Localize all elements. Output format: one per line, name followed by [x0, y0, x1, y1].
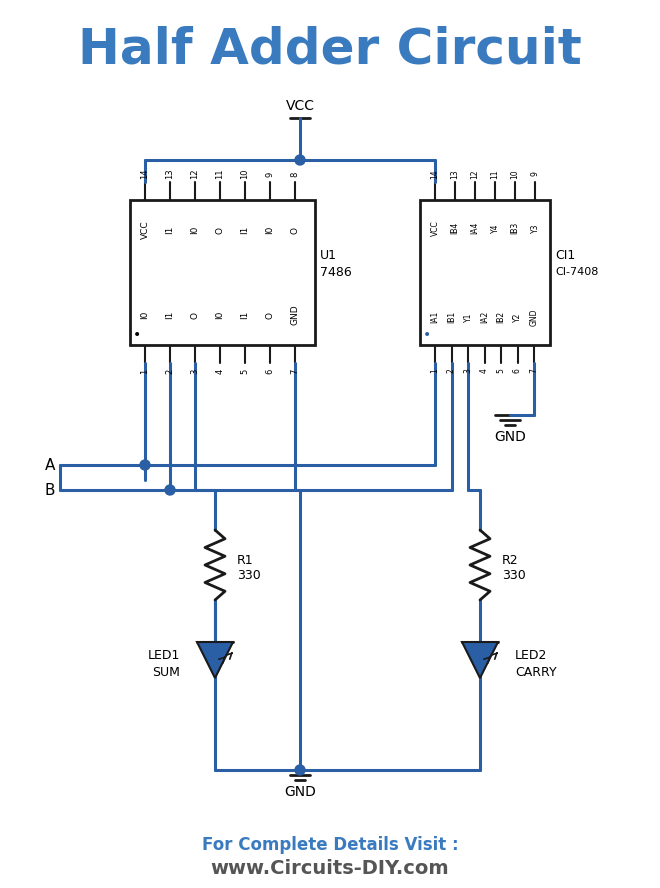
Text: I1: I1 — [240, 311, 249, 319]
Text: Y3: Y3 — [531, 223, 539, 233]
Text: SUM: SUM — [152, 665, 180, 678]
Text: VCC: VCC — [430, 220, 440, 236]
Text: 11: 11 — [216, 169, 224, 179]
Text: 6: 6 — [513, 369, 522, 374]
Circle shape — [295, 155, 305, 165]
Text: I0: I0 — [191, 226, 199, 234]
Text: 9: 9 — [531, 171, 539, 177]
Text: LED1: LED1 — [148, 648, 180, 662]
Circle shape — [295, 765, 305, 775]
Text: I0: I0 — [265, 226, 275, 234]
Text: I1: I1 — [166, 226, 174, 234]
Text: 5: 5 — [496, 369, 506, 374]
Text: A: A — [45, 457, 55, 472]
Text: Half Adder Circuit: Half Adder Circuit — [78, 26, 582, 74]
Text: 330: 330 — [237, 568, 261, 582]
Text: CI1: CI1 — [555, 249, 576, 261]
Bar — [130, 200, 315, 345]
Polygon shape — [462, 642, 498, 678]
Text: I0: I0 — [216, 311, 224, 319]
Bar — [420, 200, 550, 345]
Text: 1: 1 — [430, 369, 440, 373]
Text: Y2: Y2 — [513, 313, 522, 321]
Circle shape — [140, 460, 150, 470]
Text: 12: 12 — [471, 170, 480, 178]
Text: O: O — [290, 226, 300, 234]
Text: •: • — [423, 328, 431, 342]
Text: 10: 10 — [240, 169, 249, 179]
Text: R2: R2 — [502, 553, 519, 567]
Text: 330: 330 — [502, 568, 526, 582]
Text: B: B — [44, 482, 55, 497]
Text: VCC: VCC — [286, 99, 315, 113]
Text: 7486: 7486 — [320, 266, 352, 279]
Text: GND: GND — [494, 430, 526, 444]
Text: 8: 8 — [290, 171, 300, 177]
Text: 13: 13 — [166, 169, 174, 179]
Text: CARRY: CARRY — [515, 665, 556, 678]
Text: 6: 6 — [265, 369, 275, 374]
Text: U1: U1 — [320, 249, 337, 261]
Text: O: O — [191, 312, 199, 319]
Text: I1: I1 — [166, 311, 174, 319]
Text: R1: R1 — [237, 553, 253, 567]
Text: 13: 13 — [451, 170, 459, 178]
Text: I0: I0 — [141, 311, 150, 319]
Text: IA4: IA4 — [471, 222, 480, 234]
Text: IB2: IB2 — [496, 311, 506, 323]
Text: O: O — [265, 312, 275, 319]
Text: CI-7408: CI-7408 — [555, 267, 599, 277]
Text: www.Circuits-DIY.com: www.Circuits-DIY.com — [211, 859, 449, 877]
Text: For Complete Details Visit :: For Complete Details Visit : — [202, 836, 458, 854]
Text: 2: 2 — [166, 369, 174, 374]
Text: 14: 14 — [430, 170, 440, 178]
Text: LED2: LED2 — [515, 648, 547, 662]
Text: 12: 12 — [191, 169, 199, 179]
Text: IB4: IB4 — [451, 222, 459, 234]
Text: IA1: IA1 — [430, 311, 440, 323]
Text: •: • — [133, 328, 141, 342]
Circle shape — [165, 485, 175, 495]
Text: 7: 7 — [290, 369, 300, 374]
Text: 3: 3 — [191, 369, 199, 374]
Text: IB1: IB1 — [447, 311, 456, 323]
Text: IA2: IA2 — [480, 311, 489, 323]
Text: GND: GND — [284, 785, 316, 799]
Text: I1: I1 — [240, 226, 249, 234]
Text: O: O — [216, 226, 224, 234]
Text: Y1: Y1 — [463, 313, 473, 321]
Text: 4: 4 — [480, 369, 489, 374]
Text: 2: 2 — [447, 369, 456, 373]
Text: GND: GND — [290, 305, 300, 325]
Text: VCC: VCC — [141, 221, 150, 239]
Text: 5: 5 — [240, 369, 249, 374]
Text: 4: 4 — [216, 369, 224, 374]
Text: 9: 9 — [265, 171, 275, 177]
Text: 11: 11 — [490, 170, 500, 178]
Text: GND: GND — [529, 308, 539, 326]
Polygon shape — [197, 642, 233, 678]
Text: 3: 3 — [463, 369, 473, 374]
Text: 7: 7 — [529, 369, 539, 374]
Text: IB3: IB3 — [510, 222, 519, 234]
Text: 14: 14 — [141, 169, 150, 179]
Text: 1: 1 — [141, 369, 150, 374]
Text: Y4: Y4 — [490, 223, 500, 233]
Text: 10: 10 — [510, 170, 519, 178]
